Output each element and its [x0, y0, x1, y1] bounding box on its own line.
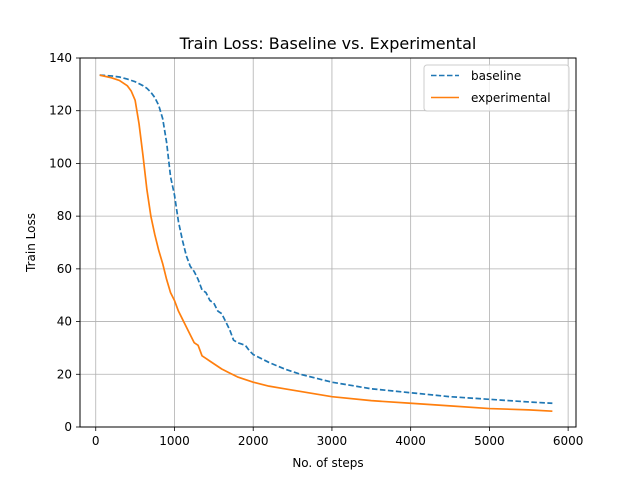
legend-label-experimental: experimental: [471, 91, 551, 105]
y-tick-label: 120: [49, 104, 72, 118]
x-tick-label: 6000: [553, 434, 584, 448]
legend-label-baseline: baseline: [471, 69, 521, 83]
series-layer: [99, 74, 553, 413]
series-line-baseline: [99, 74, 553, 405]
chart-title: Train Loss: Baseline vs. Experimental: [179, 34, 477, 53]
y-tick-label: 40: [57, 315, 72, 329]
x-axis-title: No. of steps: [292, 456, 363, 470]
x-tick-label: 4000: [395, 434, 426, 448]
y-tick-label: 100: [49, 156, 72, 170]
y-axis-title: Train Loss: [24, 213, 38, 273]
y-tick-label: 0: [64, 420, 72, 434]
x-tick-label: 0: [92, 434, 100, 448]
plot-area: [80, 58, 576, 427]
series-line-experimental: [99, 74, 553, 413]
y-tick-label: 20: [57, 367, 72, 381]
x-tick-label: 2000: [238, 434, 269, 448]
y-tick-label: 60: [57, 262, 72, 276]
x-tick-label: 5000: [474, 434, 505, 448]
x-tick-label: 1000: [159, 434, 190, 448]
legend-box: [423, 64, 570, 112]
legend: baseline experimental: [423, 64, 570, 112]
ticks: 0 1000 2000 3000 4000 5000 6000 0 20 40 60 80 100 120…: [49, 51, 583, 448]
plot-frame: [79, 57, 577, 428]
y-tick-label: 140: [49, 51, 72, 65]
x-tick-label: 3000: [317, 434, 348, 448]
y-tick-label: 80: [57, 209, 72, 223]
